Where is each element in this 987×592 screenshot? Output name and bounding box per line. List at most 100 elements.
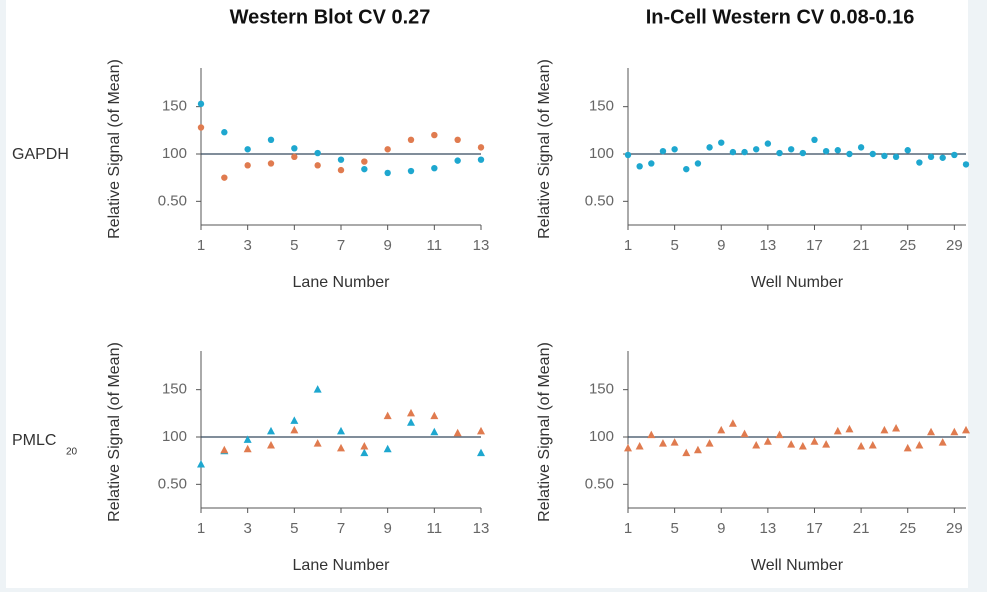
data-point (454, 136, 461, 143)
data-point (244, 146, 251, 153)
y-tick-label: 150 (589, 381, 614, 398)
x-tick-label: 1 (197, 237, 205, 254)
x-axis-label: Lane Number (293, 557, 391, 574)
data-point (197, 459, 205, 468)
y-tick-label: 150 (589, 98, 614, 115)
data-point (694, 160, 702, 167)
x-tick-label: 1 (197, 520, 205, 537)
y-tick-label: 100 (589, 145, 614, 162)
x-tick-label: 1 (624, 237, 632, 254)
x-tick-label: 9 (383, 520, 391, 537)
data-point (927, 427, 936, 436)
data-point (407, 408, 415, 417)
data-point (693, 445, 702, 454)
data-point (962, 161, 970, 168)
y-tick-label: 100 (162, 145, 187, 162)
y-tick-label: 150 (162, 381, 187, 398)
x-tick-label: 7 (337, 520, 345, 537)
data-point (822, 147, 830, 155)
data-point (741, 148, 748, 156)
data-point (671, 146, 678, 153)
data-point (904, 147, 911, 154)
data-point (477, 144, 485, 151)
data-point (718, 139, 725, 146)
data-point (431, 131, 438, 139)
data-point (764, 140, 772, 147)
x-tick-label: 17 (806, 520, 823, 537)
data-point (951, 151, 958, 159)
data-point (267, 136, 275, 143)
data-point (407, 167, 415, 175)
y-axis-label: Relative Signal (of Mean) (536, 342, 553, 522)
data-point (753, 146, 760, 153)
data-point (243, 444, 252, 453)
row-label: PMLC (12, 432, 56, 449)
data-point (950, 427, 959, 436)
x-tick-label: 17 (806, 237, 823, 254)
y-tick-label: 100 (589, 428, 614, 445)
x-tick-label: 3 (243, 237, 251, 254)
y-tick-label: 0.50 (585, 475, 614, 492)
data-point (810, 437, 819, 445)
data-point (360, 448, 369, 457)
data-point (787, 440, 796, 448)
y-tick-label: 0.50 (158, 192, 187, 209)
data-point (407, 136, 415, 143)
x-tick-label: 13 (473, 237, 490, 254)
data-point (636, 163, 643, 170)
x-tick-label: 21 (853, 237, 870, 254)
data-point (822, 440, 831, 448)
data-point (729, 148, 737, 156)
data-point (705, 439, 714, 447)
x-tick-label: 13 (760, 237, 777, 254)
data-point (197, 124, 205, 131)
data-point (430, 411, 439, 420)
x-tick-label: 5 (290, 237, 298, 254)
y-axis-label: Relative Signal (of Mean) (106, 342, 123, 522)
x-tick-label: 13 (473, 520, 490, 537)
data-point (740, 429, 749, 438)
data-point (659, 147, 667, 155)
x-axis-label: Well Number (751, 274, 844, 291)
data-point (197, 100, 205, 108)
data-point (267, 441, 275, 449)
data-point (624, 443, 632, 452)
data-point (728, 419, 737, 427)
data-point (834, 147, 841, 154)
data-point (706, 144, 713, 151)
y-axis-label: Relative Signal (of Mean) (106, 59, 123, 239)
data-point (477, 426, 485, 435)
data-point (682, 448, 691, 457)
data-point (892, 423, 901, 432)
data-point (811, 136, 818, 143)
data-point (938, 438, 947, 446)
data-point (221, 129, 228, 136)
data-point (337, 166, 345, 174)
data-point (267, 160, 275, 167)
data-point (648, 160, 655, 167)
data-point (869, 150, 876, 158)
data-point (361, 165, 368, 173)
y-tick-label: 100 (162, 428, 187, 445)
data-point (833, 426, 842, 435)
data-point (776, 149, 783, 157)
data-point (939, 154, 946, 161)
data-point (624, 151, 632, 159)
x-tick-label: 9 (717, 520, 725, 537)
data-point (927, 153, 935, 161)
panel (6, 0, 968, 588)
data-point (868, 441, 877, 449)
data-point (846, 150, 853, 158)
data-point (221, 174, 228, 181)
data-point (360, 441, 369, 450)
y-tick-label: 0.50 (158, 475, 187, 492)
data-point (798, 441, 807, 450)
data-point (291, 145, 298, 152)
row-label-subscript: 20 (66, 447, 78, 458)
data-point (880, 425, 889, 434)
data-point (454, 157, 461, 164)
data-point (962, 425, 970, 434)
data-point (384, 169, 391, 177)
